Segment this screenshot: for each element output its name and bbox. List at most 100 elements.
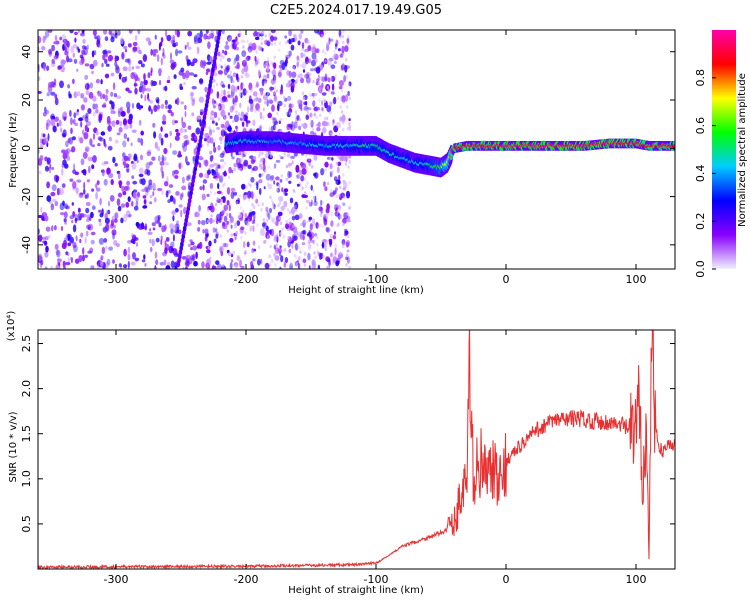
noise-speckle: [248, 42, 253, 50]
noise-speckle: [138, 120, 142, 126]
noise-speckle: [241, 121, 245, 127]
noise-speckle: [213, 100, 217, 105]
noise-speckle: [332, 122, 335, 126]
noise-speckle: [311, 128, 314, 132]
noise-speckle: [44, 266, 48, 269]
noise-speckle: [339, 251, 342, 255]
noise-speckle: [193, 147, 197, 156]
noise-speckle: [279, 221, 283, 225]
noise-speckle: [154, 197, 157, 203]
noise-speckle: [82, 254, 85, 262]
noise-speckle: [113, 224, 116, 229]
noise-speckle: [307, 58, 312, 64]
noise-speckle: [294, 201, 299, 210]
noise-speckle: [320, 223, 323, 228]
noise-speckle: [172, 150, 178, 156]
noise-speckle: [111, 215, 115, 222]
noise-speckle: [176, 220, 179, 226]
noise-speckle: [239, 32, 243, 37]
noise-speckle: [324, 168, 327, 172]
noise-speckle: [216, 91, 220, 99]
noise-speckle: [214, 217, 218, 221]
noise-speckle: [171, 210, 176, 216]
noise-speckle: [271, 117, 276, 121]
noise-speckle: [302, 69, 306, 73]
noise-speckle: [251, 42, 257, 51]
noise-speckle: [336, 223, 339, 228]
noise-speckle: [71, 136, 76, 141]
spectrogram-y-label: Frequency (Hz): [8, 112, 19, 188]
noise-speckle: [216, 126, 221, 130]
noise-speckle: [105, 88, 109, 94]
noise-speckle: [84, 254, 88, 258]
noise-speckle: [85, 120, 91, 127]
noise-speckle: [338, 80, 344, 87]
noise-speckle: [290, 155, 295, 159]
noise-speckle: [157, 214, 161, 221]
noise-speckle: [58, 119, 62, 127]
noise-speckle: [220, 250, 224, 257]
noise-speckle: [164, 85, 168, 92]
noise-speckle: [242, 212, 245, 217]
noise-speckle: [105, 221, 110, 228]
noise-speckle: [343, 233, 348, 237]
noise-speckle: [159, 79, 161, 86]
noise-speckle: [253, 98, 256, 102]
noise-speckle: [221, 127, 224, 131]
noise-speckle: [330, 77, 333, 81]
noise-speckle: [96, 180, 100, 186]
noise-speckle: [137, 30, 141, 35]
noise-speckle: [183, 81, 186, 86]
noise-speckle: [296, 61, 300, 68]
noise-speckle: [64, 51, 69, 56]
noise-speckle: [69, 236, 74, 244]
noise-speckle: [147, 98, 151, 102]
noise-speckle: [123, 133, 128, 140]
noise-speckle: [246, 190, 252, 199]
noise-speckle: [311, 52, 317, 60]
noise-speckle: [235, 73, 239, 81]
noise-speckle: [297, 59, 300, 63]
noise-speckle: [143, 254, 146, 260]
noise-speckle: [219, 234, 223, 238]
noise-speckle: [173, 74, 177, 79]
noise-speckle: [42, 240, 48, 244]
noise-speckle: [48, 234, 51, 239]
noise-speckle: [296, 183, 300, 187]
noise-speckle: [342, 127, 345, 132]
noise-speckle: [147, 149, 152, 154]
noise-speckle: [188, 72, 195, 76]
noise-speckle: [51, 184, 57, 192]
noise-speckle: [294, 214, 300, 221]
noise-speckle: [279, 59, 285, 66]
noise-speckle: [227, 90, 230, 95]
noise-speckle: [184, 104, 187, 111]
noise-speckle: [243, 165, 247, 170]
noise-speckle: [89, 82, 94, 89]
noise-speckle: [63, 266, 66, 269]
noise-speckle: [311, 46, 317, 55]
noise-speckle: [178, 70, 184, 76]
noise-speckle: [185, 266, 188, 269]
noise-speckle: [257, 258, 261, 266]
noise-speckle: [237, 33, 241, 38]
noise-speckle: [241, 183, 246, 190]
noise-speckle: [123, 155, 129, 162]
noise-speckle: [206, 249, 211, 254]
noise-speckle: [219, 201, 223, 205]
noise-speckle: [110, 110, 115, 115]
noise-speckle: [242, 88, 247, 96]
noise-speckle: [347, 34, 350, 39]
noise-speckle: [104, 217, 110, 225]
noise-speckle: [246, 241, 250, 248]
noise-speckle: [228, 73, 232, 78]
noise-speckle: [268, 99, 274, 104]
noise-speckle: [223, 63, 227, 67]
noise-speckle: [221, 174, 224, 179]
noise-speckle: [64, 203, 68, 209]
noise-speckle: [273, 86, 277, 90]
noise-speckle: [97, 263, 100, 269]
noise-speckle: [95, 187, 101, 192]
noise-speckle: [238, 30, 242, 34]
noise-speckle: [256, 58, 260, 62]
